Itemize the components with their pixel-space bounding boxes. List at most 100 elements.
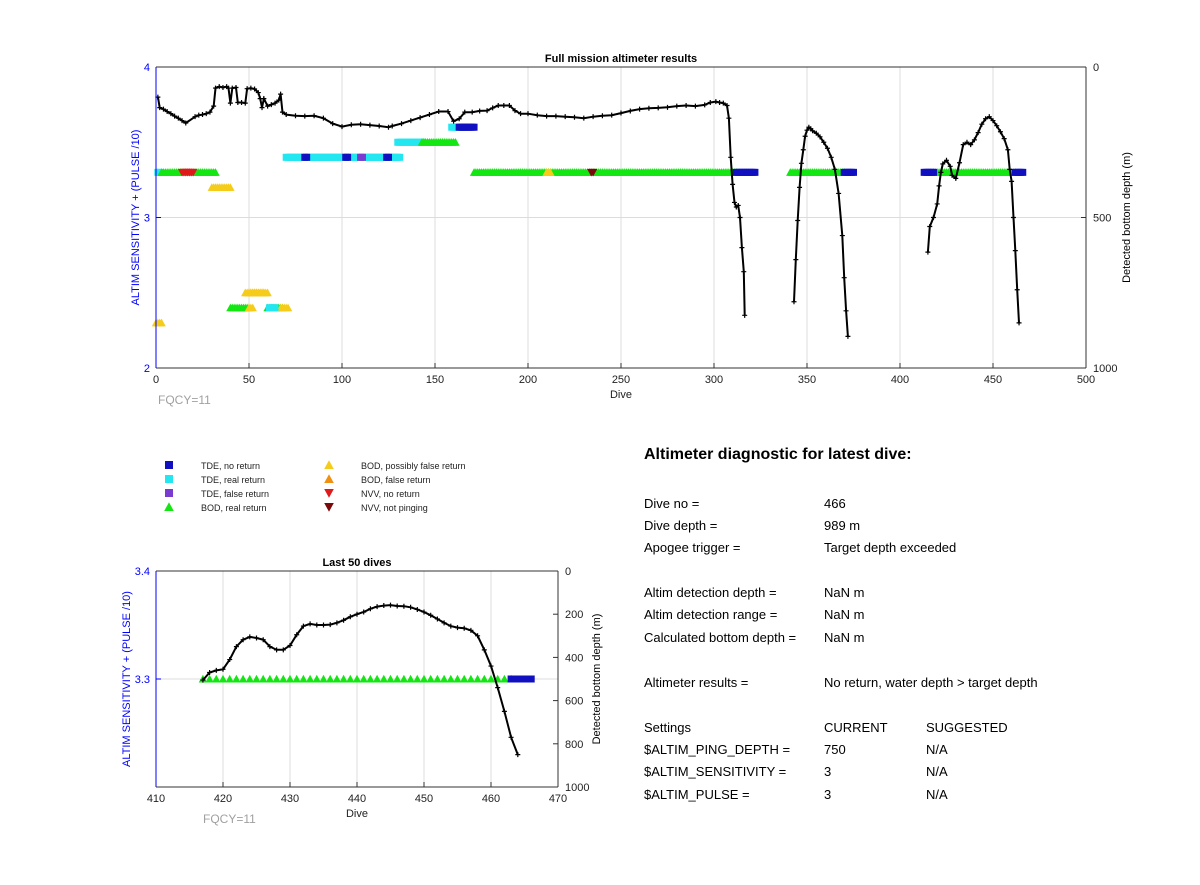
depth-point [515,752,521,758]
depth-point [279,109,285,115]
depth-point [477,108,483,114]
depth-point [730,181,736,187]
depth-point [553,113,559,119]
depth-point [255,90,261,96]
data-marker [358,153,366,161]
settings-header-current: CURRENT [824,720,888,735]
depth-point [728,154,734,160]
depth-point [737,215,743,220]
depth-point [707,100,713,106]
data-marker [393,674,402,683]
depth-point [702,102,708,108]
data-marker [157,318,166,327]
settings-current: 3 [824,787,832,802]
y-axis-label: ALTIM SENSITIVITY + (PULSE /10) [121,591,133,767]
depth-point [200,677,206,683]
legend: TDE, no return TDE, real return TDE, false… [164,460,466,513]
depth-point [936,183,942,189]
depth-point [1012,248,1018,254]
depth-point [274,647,280,653]
depth-point [979,121,985,127]
depth-point [321,622,326,628]
depth-point [233,84,239,90]
depth-point [220,84,226,90]
depth-point [795,218,801,224]
depth-point [367,606,373,612]
altimeter-diagnostic-panel: Altimeter diagnostic for latest dive: Di… [644,446,1164,802]
data-marker [385,153,392,161]
data-marker [346,674,355,683]
data-marker [248,303,257,312]
data-marker [299,674,308,683]
depth-point [451,118,457,124]
depth-point [841,275,847,281]
depth-point [179,118,185,124]
fqcy-footnote: FQCY=11 [158,393,211,407]
depth-point [804,127,810,133]
data-marker [406,674,415,683]
data-marker [546,168,555,176]
data-marker [259,674,268,683]
settings-label: $ALTIM_PULSE = [644,787,750,802]
y-tick-label: 3.3 [135,674,150,686]
depth-point [791,299,797,305]
legend-label: TDE, no return [201,461,260,471]
x-axis-label: Dive [610,389,632,401]
legend-marker [324,474,334,483]
data-marker [433,674,442,683]
y2-tick-label: 400 [565,652,583,664]
depth-point [203,111,209,117]
data-marker [527,675,535,683]
diag-label: Altim detection range = [644,607,778,622]
depth-point [986,114,992,120]
legend-marker [324,460,334,469]
data-marker [225,674,234,683]
depth-point [490,105,496,111]
depth-point [674,103,680,109]
depth-point [562,114,568,120]
x-tick-label: 100 [333,374,351,386]
depth-point [484,108,490,114]
depth-point [244,86,250,92]
x-tick-label: 0 [153,374,159,386]
x-tick-label: 150 [426,374,444,386]
x-tick-label: 200 [519,374,537,386]
diag-value: NaN m [824,607,865,622]
depth-point [247,634,253,640]
legend-item: TDE, real return [165,475,265,485]
depth-point [330,121,336,127]
x-tick-label: 300 [705,374,723,386]
legend-label: NVV, no return [361,489,420,499]
data-marker [507,675,515,683]
depth-point [394,603,400,609]
depth-point [469,109,475,115]
depth-point [227,100,233,106]
depth-point [334,620,340,626]
depth-point [220,666,226,672]
depth-point [994,123,1000,129]
depth-point [713,99,719,105]
depth-point [665,104,670,110]
x-tick-label: 250 [612,374,630,386]
depth-point [327,622,333,628]
depth-point [414,606,420,612]
depth-point [168,111,174,117]
depth-point [160,106,166,112]
depth-point [810,128,816,134]
depth-point [426,112,432,118]
legend-item: NVV, no return [324,489,420,499]
legend-item: TDE, no return [165,461,260,471]
depth-point [832,166,838,172]
y-tick-label: 4 [144,62,150,74]
data-marker [232,674,241,683]
depth-point [268,102,274,108]
data-marker [283,303,293,312]
data-marker [305,674,315,683]
legend-label: NVV, not pinging [361,503,428,513]
depth-point [960,142,966,148]
legend-marker [164,502,174,511]
depth-point [726,115,732,121]
depth-point [481,647,487,653]
depth-point [741,269,747,275]
depth-point [488,663,494,669]
